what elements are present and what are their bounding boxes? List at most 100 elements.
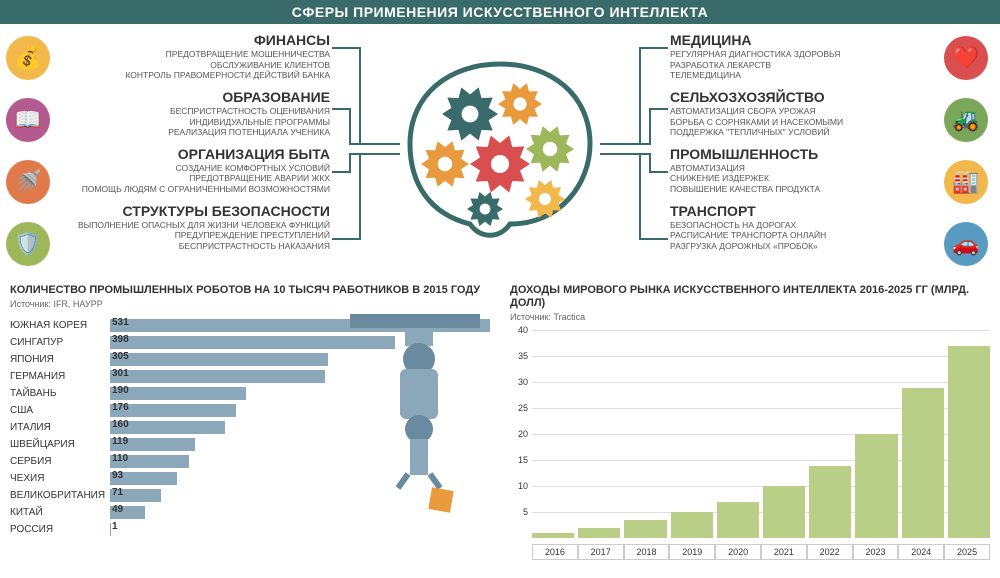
- revenue-source: Источник: Tractica: [510, 312, 990, 322]
- xlabel: 2024: [898, 544, 944, 560]
- ylabel: 15: [518, 455, 528, 465]
- hbar-value: 398: [112, 334, 129, 345]
- category-line: СНИЖЕНИЕ ИЗДЕРЖЕК: [670, 173, 940, 184]
- hbar-label: ЧЕХИЯ: [10, 473, 110, 484]
- category-icon: 🚗: [944, 222, 988, 266]
- xlabel: 2017: [578, 544, 624, 560]
- banner-title: СФЕРЫ ПРИМЕНЕНИЯ ИСКУССТВЕННОГО ИНТЕЛЛЕК…: [0, 0, 1000, 24]
- xlabel: 2025: [944, 544, 990, 560]
- category-icon: 🚿: [6, 160, 50, 204]
- source-label: Источник:: [10, 299, 51, 309]
- hbar-label: РОССИЯ: [10, 524, 110, 535]
- hbar-value: 119: [112, 436, 128, 447]
- hbar-value: 176: [112, 402, 129, 413]
- hbar-label: СИНГАПУР: [10, 337, 110, 348]
- category-title: ОРГАНИЗАЦИЯ БЫТА: [60, 146, 330, 162]
- robot-arm-illustration: [330, 314, 480, 514]
- xlabel: 2023: [853, 544, 899, 560]
- hbar-label: ИТАЛИЯ: [10, 422, 110, 433]
- category-icon: 💰: [6, 36, 50, 80]
- vbar: [532, 533, 574, 538]
- category-line: АВТОМАТИЗАЦИЯ СБОРА УРОЖАЯ: [670, 106, 940, 117]
- vbar: [855, 434, 897, 538]
- category-line: РАЗГРУЗКА ДОРОЖНЫХ «ПРОБОК»: [670, 241, 940, 252]
- category-title: СЕЛЬХОЗХОЗЯЙСТВО: [670, 89, 940, 105]
- hbar-value: 49: [112, 504, 123, 515]
- top-section: 💰📖🚿🛡️ ФИНАНСЫПРЕДОТВРАЩЕНИЕ МОШЕННИЧЕСТВ…: [0, 24, 1000, 284]
- category-line: РАСПИСАНИЕ ТРАНСПОРТА ОНЛАЙН: [670, 230, 940, 241]
- hbar-fill: [110, 523, 111, 536]
- category: ТРАНСПОРТБЕЗОПАСНОСТЬ НА ДОРОГАХРАСПИСАН…: [670, 203, 940, 252]
- hbar-label: СЕРБИЯ: [10, 456, 110, 467]
- xlabel: 2020: [715, 544, 761, 560]
- revenue-ylabels: 510152025303540: [510, 330, 530, 538]
- hbar-label: ШВЕЙЦАРИЯ: [10, 439, 110, 450]
- ylabel: 20: [518, 429, 528, 439]
- xlabel: 2016: [532, 544, 578, 560]
- category-title: ПРОМЫШЛЕННОСТЬ: [670, 146, 940, 162]
- xlabel: 2018: [624, 544, 670, 560]
- categories-right: МЕДИЦИНАРЕГУЛЯРНАЯ ДИАГНОСТИКА ЗДОРОВЬЯР…: [670, 32, 940, 260]
- category-line: ПРЕДОТВРАЩЕНИЕ МОШЕННИЧЕСТВА: [60, 49, 330, 60]
- category-title: ТРАНСПОРТ: [670, 203, 940, 219]
- hbar-value: 1: [112, 521, 118, 532]
- icons-right: ❤️🚜🏭🚗: [944, 36, 994, 284]
- category-line: ТЕЛЕМЕДИЦИНА: [670, 70, 940, 81]
- category-line: РАЗРАБОТКА ЛЕКАРСТВ: [670, 60, 940, 71]
- hbar-label: ВЕЛИКОБРИТАНИЯ: [10, 490, 110, 501]
- category-line: ПРЕДУПРЕЖДЕНИЕ ПРЕСТУПЛЕНИЙ: [60, 230, 330, 241]
- category-line: БОРЬБА С СОРНЯКАМИ И НАСЕКОМЫМИ: [670, 117, 940, 128]
- category-icon: 📖: [6, 98, 50, 142]
- xlabel: 2019: [669, 544, 715, 560]
- category-icon: 🚜: [944, 98, 988, 142]
- ylabel: 5: [523, 507, 528, 517]
- hbar-value: 110: [112, 453, 128, 464]
- category-icon: ❤️: [944, 36, 988, 80]
- hbar-fill: [110, 353, 328, 366]
- category: МЕДИЦИНАРЕГУЛЯРНАЯ ДИАГНОСТИКА ЗДОРОВЬЯР…: [670, 32, 940, 81]
- category-line: ВЫПОЛНЕНИЕ ОПАСНЫХ ДЛЯ ЖИЗНИ ЧЕЛОВЕКА ФУ…: [60, 220, 330, 231]
- category: СЕЛЬХОЗХОЗЯЙСТВОАВТОМАТИЗАЦИЯ СБОРА УРОЖ…: [670, 89, 940, 138]
- brain-illustration: [390, 54, 610, 244]
- category-line: АВТОМАТИЗАЦИЯ: [670, 163, 940, 174]
- hbar-row: РОССИЯ1: [10, 521, 490, 538]
- category-line: БЕСПРИСТРАСТНОСТЬ ОЦЕНИВАНИЯ: [60, 106, 330, 117]
- revenue-xlabels: 2016201720182019202020212022202320242025: [532, 544, 990, 560]
- robots-source: Источник: IFR, НАУРР: [10, 299, 490, 309]
- category-line: РЕГУЛЯРНАЯ ДИАГНОСТИКА ЗДОРОВЬЯ: [670, 49, 940, 60]
- vbar: [717, 502, 759, 538]
- hbar-fill: [110, 387, 246, 400]
- category-line: ОБСЛУЖИВАНИЕ КЛИЕНТОВ: [60, 60, 330, 71]
- category-line: ПРЕДОТВРАЩЕНИЕ АВАРИИ ЖКХ: [60, 173, 330, 184]
- source-value: Tractica: [553, 312, 585, 322]
- category-title: ФИНАНСЫ: [60, 32, 330, 48]
- vbar: [763, 486, 805, 538]
- category-line: ПОМОЩЬ ЛЮДЯМ С ОГРАНИЧЕННЫМИ ВОЗМОЖНОСТЯ…: [60, 184, 330, 195]
- hbar-fill: [110, 370, 325, 383]
- ylabel: 30: [518, 377, 528, 387]
- category: ОБРАЗОВАНИЕБЕСПРИСТРАСТНОСТЬ ОЦЕНИВАНИЯИ…: [60, 89, 330, 138]
- category: СТРУКТУРЫ БЕЗОПАСНОСТИВЫПОЛНЕНИЕ ОПАСНЫХ…: [60, 203, 330, 252]
- xlabel: 2021: [761, 544, 807, 560]
- category-title: МЕДИЦИНА: [670, 32, 940, 48]
- category: ПРОМЫШЛЕННОСТЬАВТОМАТИЗАЦИЯСНИЖЕНИЕ ИЗДЕ…: [670, 146, 940, 195]
- hbar-value: 190: [112, 385, 129, 396]
- hbar-value: 93: [112, 470, 123, 481]
- source-value: IFR, НАУРР: [53, 299, 102, 309]
- revenue-panel: ДОХОДЫ МИРОВОГО РЫНКА ИСКУССТВЕННОГО ИНТ…: [510, 284, 990, 574]
- ylabel: 25: [518, 403, 528, 413]
- vbar: [671, 512, 713, 538]
- icons-left: 💰📖🚿🛡️: [6, 36, 56, 284]
- hbar-label: ЮЖНАЯ КОРЕЯ: [10, 320, 110, 331]
- hbar-label: ГЕРМАНИЯ: [10, 371, 110, 382]
- hbar-label: КИТАЙ: [10, 507, 110, 518]
- hbar-value: 71: [112, 487, 123, 498]
- category-line: РЕАЛИЗАЦИЯ ПОТЕНЦИАЛА УЧЕНИКА: [60, 127, 330, 138]
- revenue-chart: 510152025303540 201620172018201920202021…: [510, 330, 990, 560]
- robots-title: КОЛИЧЕСТВО ПРОМЫШЛЕННЫХ РОБОТОВ НА 10 ТЫ…: [10, 284, 490, 297]
- ylabel: 35: [518, 351, 528, 361]
- hbar-value: 305: [112, 351, 129, 362]
- category-line: СОЗДАНИЕ КОМФОРТНЫХ УСЛОВИЙ: [60, 163, 330, 174]
- category-line: ПОДДЕРЖКА "ТЕПЛИЧНЫХ" УСЛОВИЙ: [670, 127, 940, 138]
- category-line: БЕСПРИСТРАСТНОСТЬ НАКАЗАНИЯ: [60, 241, 330, 252]
